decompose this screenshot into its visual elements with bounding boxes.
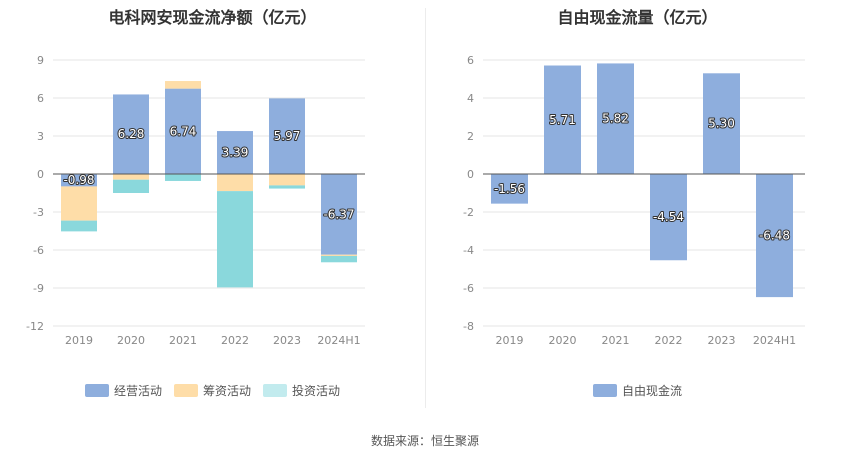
bar	[544, 65, 581, 174]
y-tick-label: 3	[37, 130, 44, 143]
x-tick-label: 2020	[117, 334, 145, 347]
data-label: 5.97	[274, 129, 301, 143]
bar	[321, 255, 357, 263]
data-label: -6.37	[323, 207, 354, 221]
legend-item[interactable]: 筹资活动	[173, 382, 251, 399]
free-cashflow-plot: 6 4 2 0 -2 -4 -6 -8 2019 2020 2021 2022 2023 2024H1 -1…	[463, 54, 805, 347]
x-tick-label: 2020	[549, 334, 577, 347]
bar	[61, 220, 97, 232]
bar	[165, 174, 201, 181]
bar	[703, 73, 740, 174]
bar	[61, 174, 97, 187]
x-tick-label: 2021	[602, 334, 630, 347]
x-tick-label: 2019	[496, 334, 524, 347]
y-tick-label: 4	[467, 92, 474, 105]
y-tick-label: -3	[33, 206, 44, 219]
free-cashflow-chart: 自由现金流量（亿元） 6 4 2 0 -2 -4 -6 -8 2019 2020 2021 2022 2…	[425, 0, 850, 420]
legend-item[interactable]: 经营活动	[84, 382, 162, 399]
bar	[269, 185, 305, 189]
y-tick-label: -6	[463, 282, 474, 295]
data-label: -6.48	[759, 229, 790, 243]
bar	[321, 174, 357, 255]
data-label: -1.56	[494, 182, 525, 196]
y-tick-label: -6	[33, 244, 44, 257]
y-tick-label: -8	[463, 320, 474, 333]
data-label: 5.71	[549, 113, 576, 127]
data-label: -4.54	[653, 210, 684, 224]
x-tick-label: 2019	[65, 334, 93, 347]
y-tick-label: 2	[467, 130, 474, 143]
data-label: 6.74	[170, 124, 197, 138]
legend-label: 经营活动	[113, 384, 162, 398]
y-tick-label: -4	[463, 244, 474, 257]
x-tick-label: 2024H1	[753, 334, 796, 347]
x-tick-label: 2022	[655, 334, 683, 347]
legend-label: 筹资活动	[202, 384, 251, 398]
bar	[165, 81, 201, 89]
cashflow-net-chart-title: 电科网安现金流净额（亿元）	[108, 8, 317, 27]
data-label: 5.30	[708, 117, 735, 131]
x-tick-label: 2021	[169, 334, 197, 347]
bar	[217, 174, 253, 192]
bar	[217, 131, 253, 174]
data-source-note: 数据来源：恒生聚源	[370, 434, 479, 448]
legend-item[interactable]: 自由现金流	[592, 382, 682, 399]
x-tick-label: 2022	[221, 334, 249, 347]
legend-swatch	[84, 384, 109, 397]
legend-swatch	[263, 384, 287, 397]
bar	[113, 94, 149, 174]
bar	[650, 174, 687, 261]
legend-label: 投资活动	[292, 384, 341, 398]
bar	[217, 191, 253, 288]
legend-swatch	[173, 384, 198, 397]
y-tick-label: 0	[467, 168, 474, 181]
legend-swatch	[592, 384, 617, 397]
bar	[113, 174, 149, 180]
free-cashflow-legend: 自由现金流	[425, 382, 850, 399]
data-label: 3.39	[222, 146, 249, 160]
bar	[269, 98, 305, 174]
cashflow-net-plot: 9 6 3 0 -3 -6 -9 -12 2019 2020 2021 2022 2023 2024H1 -…	[26, 54, 365, 347]
y-tick-label: 6	[467, 54, 474, 67]
bar	[491, 174, 528, 204]
bar	[113, 179, 149, 193]
panel-divider	[425, 8, 426, 408]
y-tick-label: 0	[37, 168, 44, 181]
data-label: -0.98	[63, 173, 94, 187]
y-tick-label: -12	[26, 320, 44, 333]
y-tick-label: -2	[463, 206, 474, 219]
bar	[321, 254, 357, 256]
legend-label: 自由现金流	[621, 384, 682, 398]
data-label: 6.28	[118, 127, 145, 141]
y-tick-label: 9	[37, 54, 44, 67]
cashflow-net-chart: 电科网安现金流净额（亿元） 9 6 3 0 -3 -6 -9 -12 2019 2020 2021 2…	[0, 0, 425, 420]
x-tick-label: 2023	[273, 334, 301, 347]
bar	[597, 63, 634, 174]
data-label: 5.82	[602, 112, 629, 126]
bar	[756, 174, 793, 298]
bar	[269, 174, 305, 186]
legend-item[interactable]: 投资活动	[263, 382, 340, 399]
x-tick-label: 2024H1	[317, 334, 360, 347]
bar	[61, 186, 97, 221]
x-tick-label: 2023	[708, 334, 736, 347]
cashflow-net-legend: 经营活动 筹资活动 投资活动	[0, 382, 425, 399]
y-tick-label: -9	[33, 282, 44, 295]
bar	[165, 88, 201, 174]
free-cashflow-chart-title: 自由现金流量（亿元）	[557, 8, 718, 27]
y-tick-label: 6	[37, 92, 44, 105]
